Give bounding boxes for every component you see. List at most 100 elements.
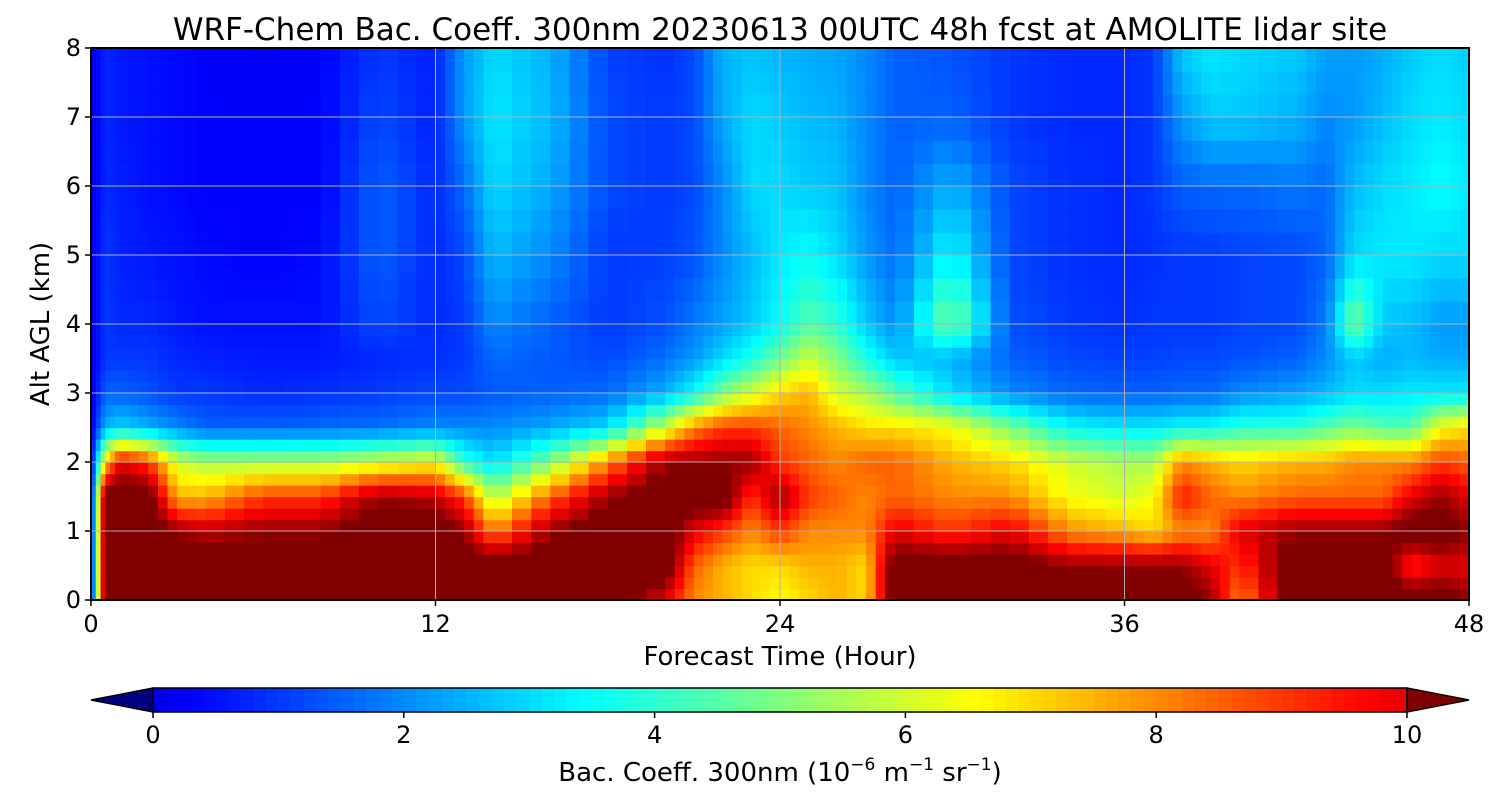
- heatmap-cell: [1402, 393, 1413, 406]
- heatmap-cell: [1124, 324, 1135, 337]
- heatmap-cell: [110, 94, 116, 118]
- heatmap-cell: [95, 347, 102, 360]
- heatmap-cell: [1402, 565, 1413, 578]
- heatmap-cell: [1392, 381, 1403, 394]
- heatmap-cell: [1153, 416, 1164, 429]
- heatmap-cell: [550, 519, 571, 532]
- heatmap-cell: [1373, 427, 1384, 440]
- heatmap-cell: [1344, 519, 1355, 532]
- heatmap-cell: [1421, 416, 1432, 429]
- heatmap-cell: [114, 71, 121, 95]
- heatmap-cell: [378, 335, 398, 348]
- heatmap-cell: [196, 531, 207, 544]
- heatmap-cell: [751, 393, 762, 406]
- heatmap-cell: [224, 186, 245, 210]
- heatmap-cell: [435, 370, 446, 383]
- heatmap-cell: [1172, 94, 1183, 118]
- heatmap-cell: [445, 554, 456, 567]
- heatmap-cell: [1124, 485, 1135, 498]
- heatmap-cell: [119, 473, 130, 486]
- heatmap-cell: [837, 94, 848, 118]
- heatmap-cell: [320, 485, 341, 498]
- heatmap-cell: [780, 232, 791, 256]
- heatmap-cell: [358, 542, 379, 555]
- heatmap-cell: [1172, 427, 1183, 440]
- heatmap-cell: [626, 462, 647, 475]
- heatmap-cell: [693, 71, 705, 95]
- x-axis-title: Forecast Time (Hour): [643, 642, 916, 672]
- heatmap-cell: [990, 163, 1011, 187]
- heatmap-cell: [1411, 496, 1422, 509]
- heatmap-cell: [1181, 588, 1193, 600]
- heatmap-cell: [588, 358, 609, 371]
- heatmap-cell: [148, 347, 159, 360]
- heatmap-cell: [1009, 370, 1030, 383]
- heatmap-cell: [1402, 519, 1413, 532]
- heatmap-cell: [607, 232, 628, 256]
- heatmap-cell: [138, 485, 150, 498]
- heatmap-cell: [1421, 278, 1432, 302]
- heatmap-cell: [244, 301, 264, 325]
- heatmap-cell: [473, 519, 485, 532]
- heatmap-cell: [1363, 301, 1375, 325]
- heatmap-cell: [1325, 347, 1336, 360]
- heatmap-cell: [722, 496, 733, 509]
- heatmap-cell: [1210, 335, 1221, 348]
- heatmap-cell: [1354, 508, 1365, 521]
- heatmap-cell: [1373, 232, 1384, 256]
- heatmap-cell: [1440, 577, 1451, 590]
- heatmap-cell: [1354, 462, 1365, 475]
- heatmap-cell: [1344, 496, 1355, 509]
- heatmap-cell: [550, 381, 571, 394]
- heatmap-cell: [799, 508, 810, 521]
- heatmap-cell: [1153, 71, 1164, 95]
- heatmap-cell: [1373, 519, 1384, 532]
- heatmap-cell: [856, 335, 867, 348]
- heatmap-cell: [1296, 485, 1308, 498]
- heatmap-cell: [933, 117, 953, 141]
- heatmap-cell: [1191, 381, 1202, 394]
- heatmap-cell: [789, 577, 800, 590]
- heatmap-cell: [588, 232, 609, 256]
- heatmap-cell: [1134, 427, 1145, 440]
- heatmap-cell: [751, 531, 762, 544]
- heatmap-cell: [588, 381, 609, 394]
- heatmap-cell: [1153, 163, 1164, 187]
- heatmap-cell: [1134, 140, 1145, 164]
- heatmap-cell: [1191, 416, 1202, 429]
- heatmap-cell: [684, 324, 695, 337]
- heatmap-cell: [722, 462, 733, 475]
- heatmap-cell: [339, 542, 360, 555]
- heatmap-cell: [512, 255, 532, 279]
- heatmap-cell: [550, 565, 571, 578]
- heatmap-cell: [1354, 393, 1365, 406]
- heatmap-cell: [607, 163, 628, 187]
- heatmap-cell: [1306, 358, 1317, 371]
- heatmap-cell: [1105, 358, 1126, 371]
- heatmap-cell: [454, 186, 465, 210]
- heatmap-cell: [196, 347, 207, 360]
- heatmap-cell: [1392, 71, 1403, 95]
- heatmap-cell: [1210, 542, 1221, 555]
- heatmap-cell: [1402, 404, 1413, 417]
- heatmap-cell: [569, 232, 590, 256]
- heatmap-cell: [196, 416, 207, 429]
- heatmap-cell: [1153, 335, 1164, 348]
- heatmap-cell: [1411, 358, 1422, 371]
- heatmap-cell: [684, 232, 695, 256]
- heatmap-cell: [129, 588, 140, 600]
- heatmap-cell: [894, 416, 915, 429]
- heatmap-cell: [339, 186, 360, 210]
- heatmap-cell: [1143, 255, 1154, 279]
- heatmap-cell: [95, 427, 102, 440]
- heatmap-cell: [1459, 358, 1469, 371]
- heatmap-cell: [1363, 462, 1375, 475]
- heatmap-cell: [483, 94, 494, 118]
- heatmap-cell: [148, 542, 159, 555]
- heatmap-cell: [1143, 301, 1154, 325]
- heatmap-cell: [1382, 439, 1394, 452]
- heatmap-cell: [732, 232, 743, 256]
- heatmap-cell: [464, 278, 475, 302]
- heatmap-cell: [741, 232, 752, 256]
- colorbar-segment: [403, 688, 417, 712]
